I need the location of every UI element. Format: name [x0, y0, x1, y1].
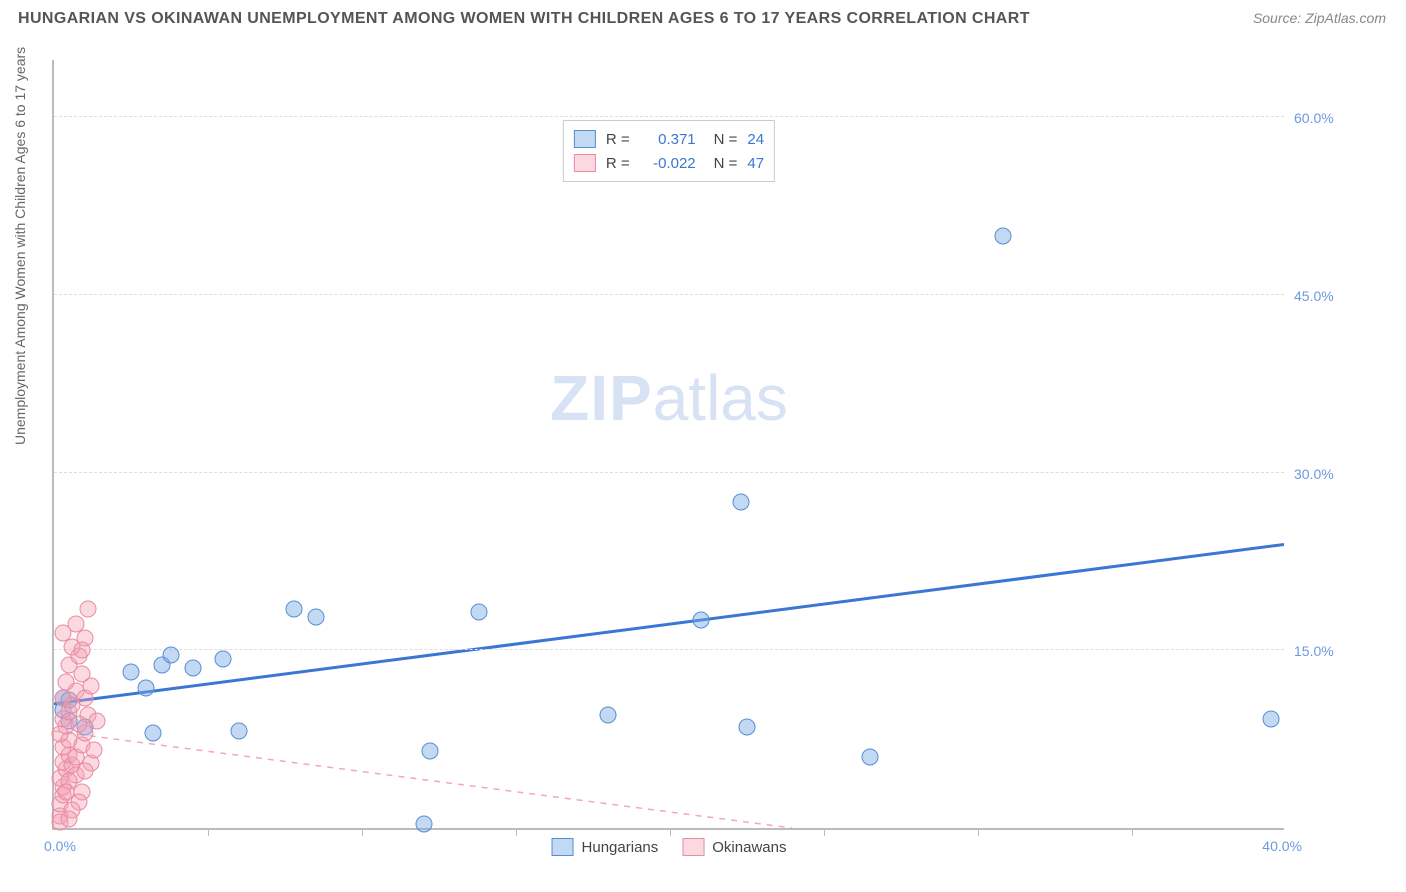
data-point-blue: [471, 604, 488, 621]
data-point-blue: [123, 663, 140, 680]
legend-row: R = 0.371 N = 24: [574, 127, 764, 151]
grid-line: [54, 116, 1284, 117]
x-tick: [362, 828, 363, 836]
x-tick: [824, 828, 825, 836]
y-tick-label: 45.0%: [1294, 288, 1394, 304]
x-axis-max-label: 40.0%: [1262, 838, 1302, 854]
data-point-pink: [89, 713, 106, 730]
grid-line: [54, 472, 1284, 473]
data-point-blue: [144, 725, 161, 742]
data-point-blue: [184, 660, 201, 677]
data-point-blue: [600, 707, 617, 724]
data-point-blue: [307, 609, 324, 626]
source-credit: Source: ZipAtlas.com: [1253, 10, 1386, 26]
data-point-pink: [82, 677, 99, 694]
data-point-blue: [994, 227, 1011, 244]
data-point-pink: [58, 784, 75, 801]
data-point-pink: [61, 810, 78, 827]
data-point-blue: [415, 816, 432, 833]
data-point-pink: [86, 741, 103, 758]
r-value: -0.022: [640, 155, 696, 172]
x-tick: [670, 828, 671, 836]
data-point-pink: [58, 674, 75, 691]
x-tick: [208, 828, 209, 836]
grid-line: [54, 294, 1284, 295]
n-value: 47: [747, 155, 764, 172]
data-point-pink: [73, 642, 90, 659]
y-tick-label: 60.0%: [1294, 110, 1394, 126]
data-point-blue: [138, 680, 155, 697]
series-name: Hungarians: [582, 839, 659, 856]
y-tick-label: 15.0%: [1294, 643, 1394, 659]
data-point-blue: [230, 722, 247, 739]
x-tick: [1132, 828, 1133, 836]
data-point-blue: [1262, 711, 1279, 728]
data-point-blue: [692, 611, 709, 628]
data-point-blue: [421, 743, 438, 760]
x-tick: [516, 828, 517, 836]
n-label: N =: [714, 155, 738, 172]
r-label: R =: [606, 131, 630, 148]
legend-swatch-pink: [574, 154, 596, 172]
data-point-blue: [862, 748, 879, 765]
x-tick: [978, 828, 979, 836]
watermark: ZIPatlas: [550, 361, 788, 435]
x-axis-min-label: 0.0%: [44, 838, 76, 854]
series-legend-item: Hungarians: [552, 838, 659, 856]
data-point-blue: [215, 650, 232, 667]
legend-swatch-blue: [552, 838, 574, 856]
chart-container: HUNGARIAN VS OKINAWAN UNEMPLOYMENT AMONG…: [0, 0, 1406, 892]
n-label: N =: [714, 131, 738, 148]
data-point-pink: [70, 715, 87, 732]
legend-row: R = -0.022 N = 47: [574, 151, 764, 175]
data-point-blue: [739, 719, 756, 736]
legend-swatch-blue: [574, 130, 596, 148]
data-point-pink: [79, 600, 96, 617]
data-point-pink: [76, 763, 93, 780]
series-legend: Hungarians Okinawans: [552, 838, 787, 856]
data-point-blue: [286, 600, 303, 617]
data-point-pink: [55, 624, 72, 641]
series-name: Okinawans: [712, 839, 786, 856]
series-legend-item: Okinawans: [682, 838, 786, 856]
plot-area: ZIPatlas R =0.371N =24R =-0.022N =47 0.0…: [52, 60, 1284, 830]
grid-line: [54, 649, 1284, 650]
legend-swatch-pink: [682, 838, 704, 856]
r-value: 0.371: [640, 131, 696, 148]
n-value: 24: [747, 131, 764, 148]
chart-title: HUNGARIAN VS OKINAWAN UNEMPLOYMENT AMONG…: [18, 10, 1030, 28]
data-point-blue: [732, 494, 749, 511]
y-tick-label: 30.0%: [1294, 466, 1394, 482]
trend-line-blue: [54, 544, 1284, 704]
data-point-blue: [163, 647, 180, 664]
correlation-legend: R = 0.371 N = 24 R = -0.022 N = 47: [563, 120, 775, 182]
r-label: R =: [606, 155, 630, 172]
y-axis-label: Unemployment Among Women with Children A…: [12, 47, 28, 445]
